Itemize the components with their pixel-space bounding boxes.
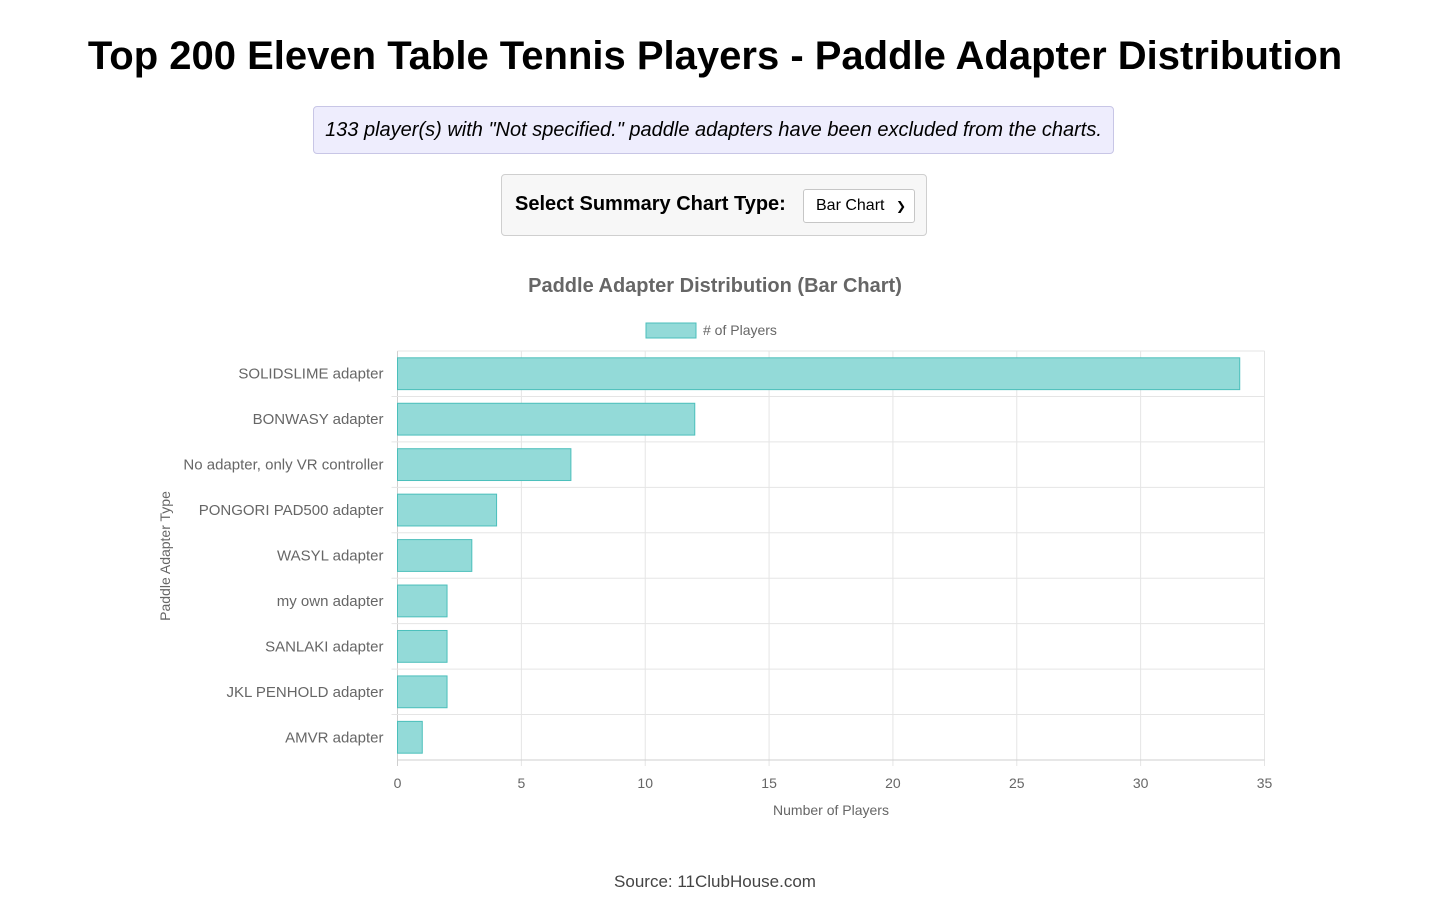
bar xyxy=(397,402,696,436)
chevron-down-icon: ❯ xyxy=(895,199,906,213)
x-tick-label: 5 xyxy=(517,775,525,791)
y-axis-title: Paddle Adapter Type xyxy=(157,491,173,621)
bar xyxy=(397,493,498,527)
chart-type-select[interactable]: Bar Chart ❯ xyxy=(803,189,915,223)
x-tick-label: 15 xyxy=(761,775,777,791)
chart-labels: 0 5 10 15 20 25 30 35 SOLIDSLIME adapter BONWASY … xyxy=(183,366,1272,791)
bar-chart: Paddle Adapter Distribution (Bar Chart) … xyxy=(157,275,1272,818)
bar xyxy=(397,720,423,754)
x-tick-label: 35 xyxy=(1257,775,1273,791)
legend-label: # of Players xyxy=(703,322,777,338)
category-label: PONGORI PAD500 adapter xyxy=(199,502,384,519)
category-label: No adapter, only VR controller xyxy=(183,457,383,474)
chart-title: Paddle Adapter Distribution (Bar Chart) xyxy=(528,275,902,297)
bar xyxy=(397,539,473,572)
bar xyxy=(397,675,448,709)
chart-type-label: Select Summary Chart Type: xyxy=(515,193,786,215)
chart-type-controls: Select Summary Chart Type: Bar Chart ❯ xyxy=(501,174,927,236)
source-footer: Source: 11ClubHouse.com xyxy=(614,872,816,891)
bar xyxy=(397,357,1241,391)
excluded-players-notice: 133 player(s) with "Not specified." padd… xyxy=(313,106,1114,154)
category-label: JKL PENHOLD adapter xyxy=(226,684,383,701)
category-label: BONWASY adapter xyxy=(253,411,384,428)
x-tick-label: 20 xyxy=(885,775,901,791)
bar xyxy=(397,584,448,618)
x-tick-label: 0 xyxy=(394,775,402,791)
page-title: Top 200 Eleven Table Tennis Players - Pa… xyxy=(87,34,1343,78)
x-axis-title: Number of Players xyxy=(773,802,889,818)
category-label: SOLIDSLIME adapter xyxy=(238,366,383,383)
bar xyxy=(397,448,572,482)
x-tick-label: 25 xyxy=(1009,775,1025,791)
category-label: AMVR adapter xyxy=(285,729,383,746)
chart-type-selected-value: Bar Chart xyxy=(816,197,885,214)
chart-bars xyxy=(397,357,1241,754)
x-tick-label: 10 xyxy=(637,775,653,791)
category-label: WASYL adapter xyxy=(277,548,383,565)
chart-legend[interactable]: # of Players xyxy=(645,322,777,339)
bar xyxy=(397,629,448,663)
category-label: SANLAKI adapter xyxy=(265,638,383,655)
x-tick-label: 30 xyxy=(1133,775,1149,791)
category-label: my own adapter xyxy=(277,593,384,610)
legend-swatch xyxy=(645,322,697,339)
